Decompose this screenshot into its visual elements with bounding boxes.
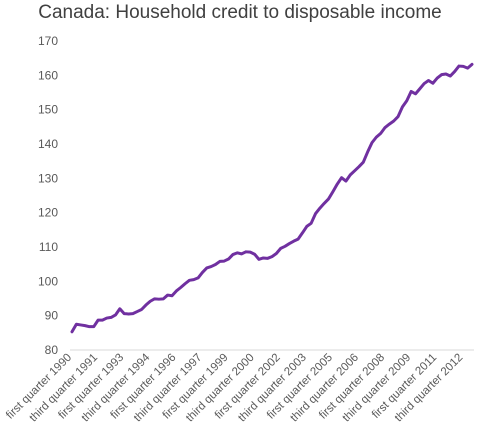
y-tick-label: 110 [39,240,58,254]
y-tick-label: 160 [38,68,58,82]
y-tick-label: 140 [38,137,58,151]
y-axis: 80 90 100 110 120 130 140 150 160 170 [38,34,58,357]
y-tick-label: 90 [45,309,59,323]
y-tick-label: 150 [38,103,58,117]
plot-area [70,62,474,334]
y-tick-label: 170 [38,34,58,48]
y-tick-label: 120 [38,206,58,220]
chart-title: Canada: Household credit to disposable i… [38,2,442,23]
y-tick-label: 80 [45,343,59,357]
series-line [70,62,474,334]
y-tick-label: 130 [38,171,58,185]
y-tick-label: 100 [38,274,58,288]
